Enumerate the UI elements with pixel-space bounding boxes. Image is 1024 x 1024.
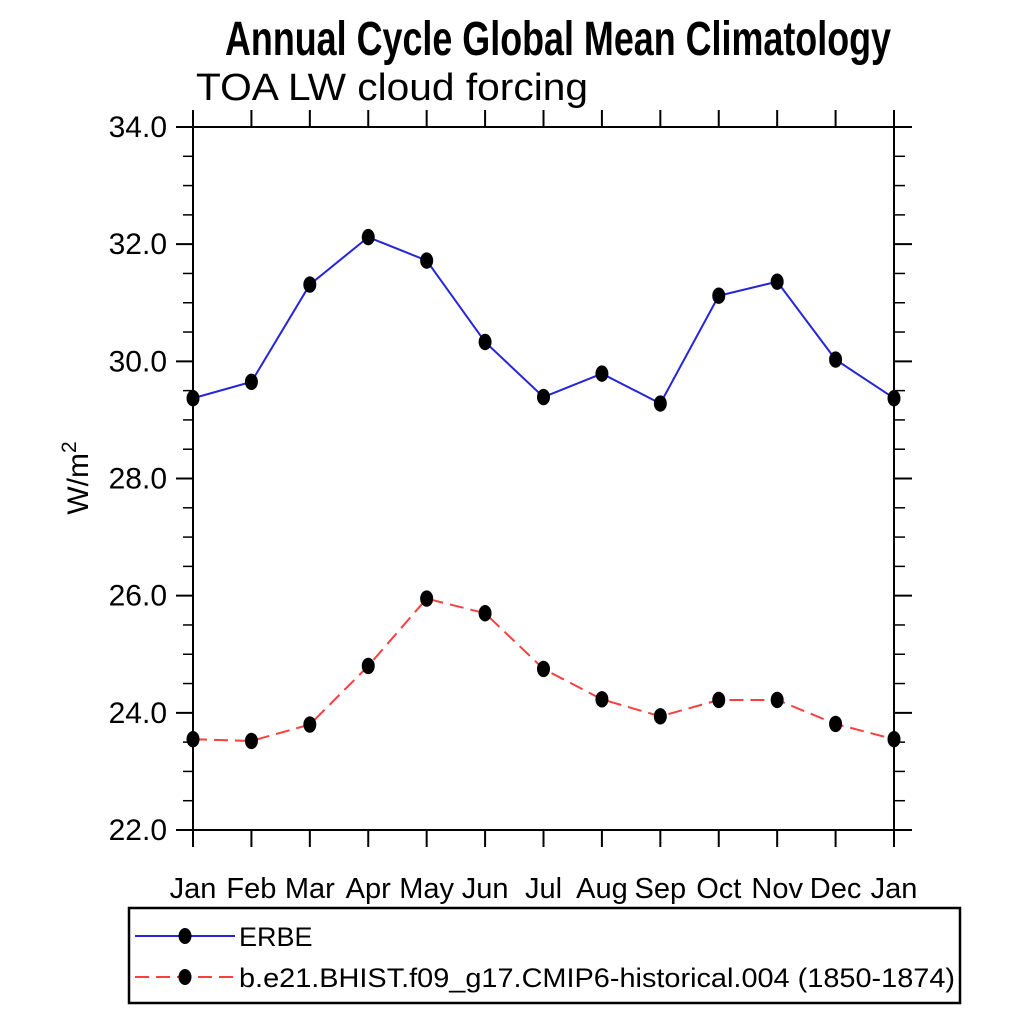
x-axis-ticks: Jan Feb Mar Apr May Jun Jul Aug Sep Oct Nov Dec Jan [170,110,918,905]
data-point-marker [829,351,843,368]
data-point-marker [770,691,784,709]
data-point-marker [770,273,784,290]
x-tick-label: Nov [751,873,803,905]
x-tick-label: Jan [170,873,217,905]
x-tick-label: Jun [462,873,509,905]
y-axis-label-base: W/m [62,453,95,515]
x-tick-label: Oct [696,873,741,905]
data-point-marker [887,390,901,407]
data-point-marker [244,373,258,391]
legend-entry-erbe: ERBE [135,922,313,952]
data-point-marker [303,716,317,733]
y-tick-label: 30.0 [109,345,167,378]
y-tick-label: 22.0 [109,814,167,847]
data-point-marker [420,252,434,269]
legend-marker-dot [178,928,192,944]
data-point-marker [478,333,492,351]
x-tick-label: Aug [576,873,628,905]
data-point-marker [595,365,609,382]
data-point-marker [887,730,901,748]
x-tick-label: Sep [635,873,687,905]
data-point-marker [478,605,492,622]
data-point-marker [186,730,200,748]
data-point-marker [537,388,550,406]
y-tick-label: 24.0 [109,697,167,730]
y-axis-ticks: 22.0 24.0 26.0 28.0 30.0 32.0 34.0 [109,111,912,847]
y-tick-label: 34.0 [109,111,167,144]
data-point-marker [420,590,434,607]
x-tick-label: May [399,873,454,905]
x-tick-label: Apr [346,873,391,905]
data-point-marker [303,276,317,293]
data-point-marker [244,732,258,750]
x-tick-label: Jul [525,873,562,905]
x-tick-label: Mar [285,873,335,905]
data-point-markers [186,228,901,750]
chart-title: Annual Cycle Global Mean Climatology [225,13,891,66]
data-point-marker [653,395,667,412]
data-point-marker [653,708,667,725]
legend-label-model: b.e21.BHIST.f09_g17.CMIP6-historical.004… [239,963,955,993]
data-point-marker [829,715,843,733]
x-tick-label: Feb [226,873,276,905]
plot-frame [192,126,895,831]
y-axis-label-superscript: 2 [58,441,81,453]
legend-marker-dot [178,969,192,985]
x-tick-label: Dec [810,873,862,905]
y-tick-label: 28.0 [109,463,167,496]
data-point-marker [186,390,200,407]
series-line-0 [192,235,895,405]
data-point-marker [361,228,375,246]
data-point-marker [595,691,609,708]
x-tick-label: Jan [871,873,918,905]
legend-box: ERBE b.e21.BHIST.f09_g17.CMIP6-historica… [127,906,962,1005]
data-point-marker [712,287,726,304]
chart-subtitle: TOA LW cloud forcing [196,67,588,109]
y-axis-label: W/m2 [58,441,95,514]
legend-label-erbe: ERBE [239,922,313,952]
y-tick-label: 32.0 [109,228,167,261]
data-point-marker [361,657,375,675]
legend-frame [127,906,962,1005]
y-tick-label: 26.0 [109,580,167,613]
legend-entry-model: b.e21.BHIST.f09_g17.CMIP6-historical.004… [135,963,955,993]
data-point-marker [537,660,550,678]
data-point-marker [712,691,726,709]
